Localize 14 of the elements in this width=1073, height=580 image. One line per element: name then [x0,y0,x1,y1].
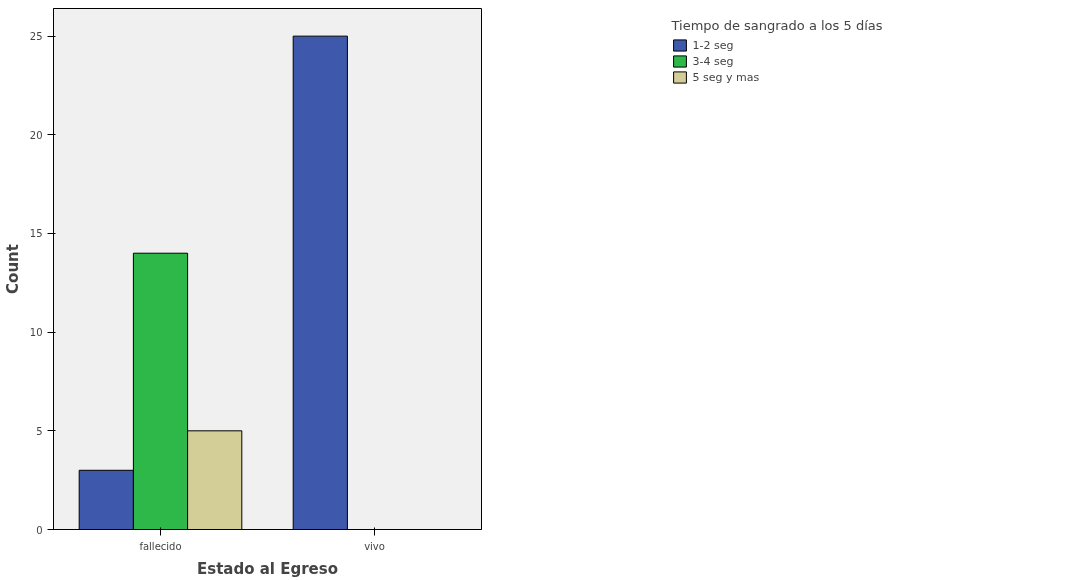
legend-label: 3-4 seg [692,54,734,68]
y-tick-label: 15 [29,228,43,240]
y-tick-label: 0 [36,524,43,536]
legend-label: 1-2 seg [692,38,734,52]
x-axis-title: Estado al Egreso [197,559,339,578]
y-tick-label: 25 [29,31,43,43]
x-tick-label: fallecido [139,540,182,552]
legend-title: Tiempo de sangrado a los 5 días [671,18,883,33]
y-tick-label: 5 [36,425,43,437]
x-tick-label: vivo [364,540,385,552]
y-tick-label: 20 [29,129,43,141]
y-tick-label: 10 [29,327,43,339]
legend-label: 5 seg y mas [692,70,760,84]
y-axis-title: Count [3,244,22,294]
